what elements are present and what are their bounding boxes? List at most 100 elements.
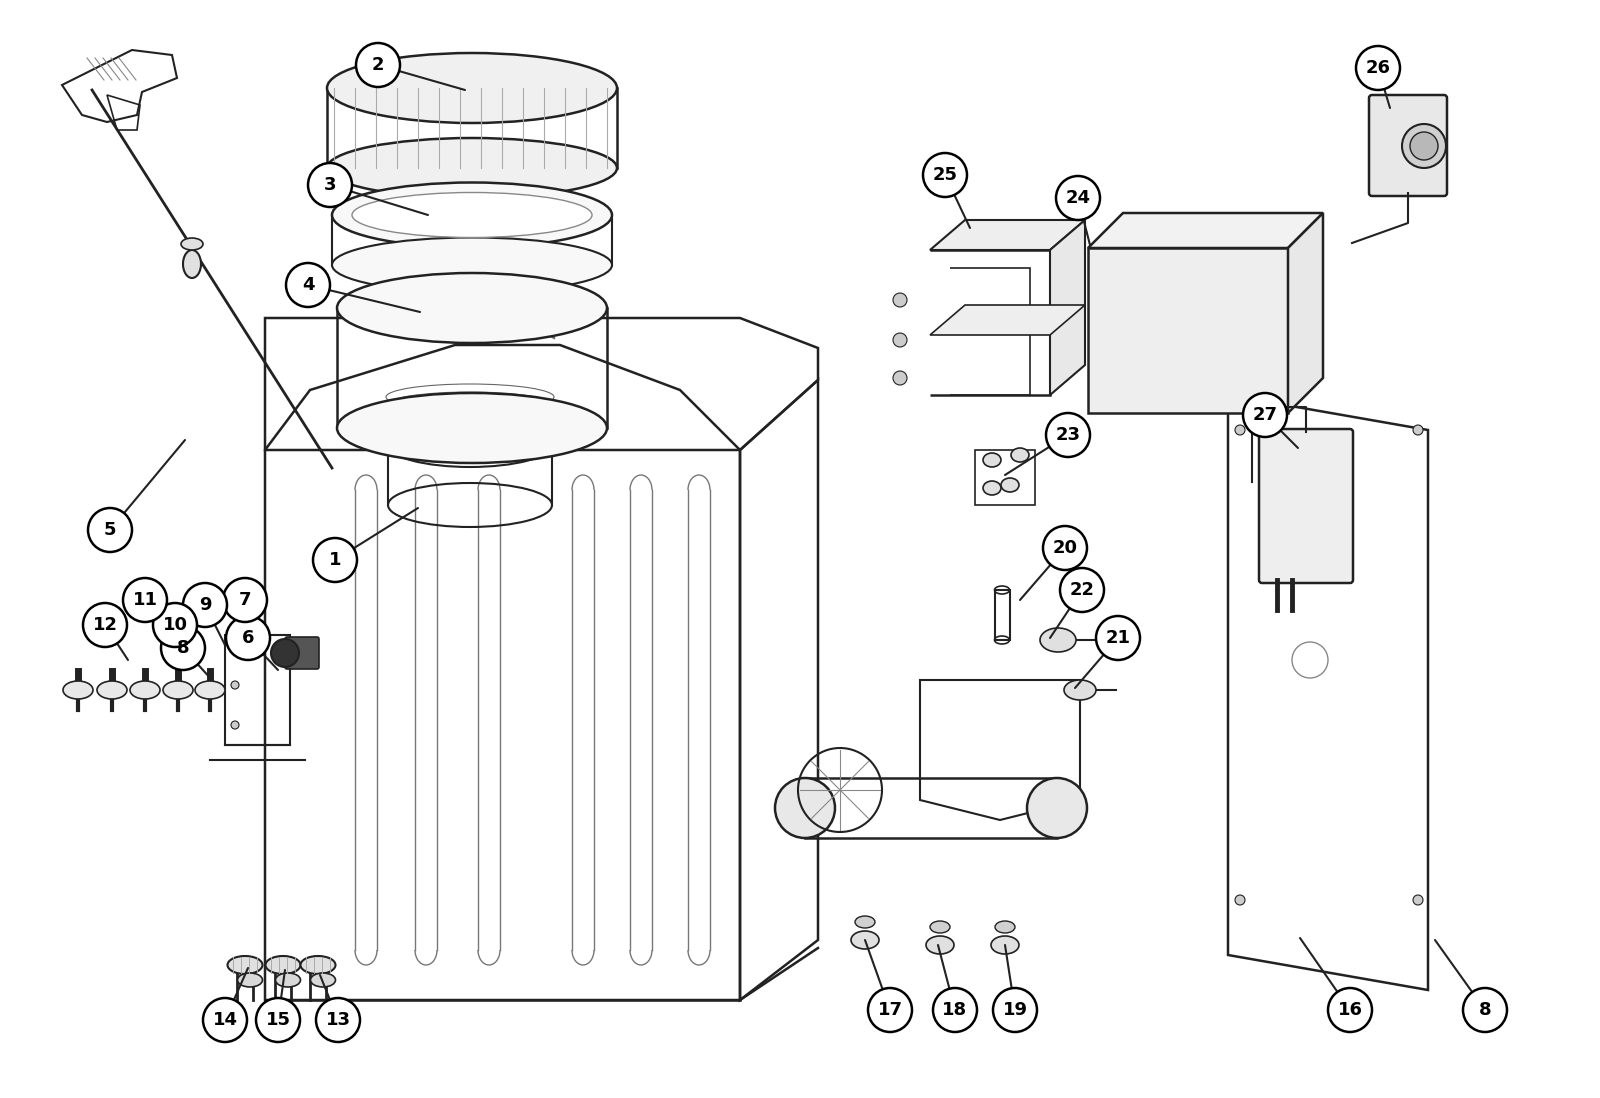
Ellipse shape xyxy=(182,250,202,278)
Ellipse shape xyxy=(990,935,1019,954)
Text: 5: 5 xyxy=(104,520,117,539)
Circle shape xyxy=(1413,425,1422,435)
Circle shape xyxy=(317,998,360,1042)
Ellipse shape xyxy=(774,778,835,838)
Ellipse shape xyxy=(851,931,878,949)
Ellipse shape xyxy=(926,935,954,954)
Circle shape xyxy=(1243,393,1286,437)
Text: 6: 6 xyxy=(242,629,254,647)
Circle shape xyxy=(1046,413,1090,457)
Ellipse shape xyxy=(982,453,1002,467)
Ellipse shape xyxy=(195,681,226,699)
Circle shape xyxy=(314,538,357,582)
Circle shape xyxy=(123,578,166,621)
Circle shape xyxy=(307,163,352,208)
Text: 27: 27 xyxy=(1253,406,1277,424)
Circle shape xyxy=(893,333,907,347)
Text: 11: 11 xyxy=(133,591,157,609)
Circle shape xyxy=(230,721,238,729)
Text: 18: 18 xyxy=(942,1001,968,1019)
Circle shape xyxy=(1235,895,1245,905)
Ellipse shape xyxy=(310,973,336,987)
Circle shape xyxy=(994,988,1037,1032)
Ellipse shape xyxy=(333,237,611,292)
Polygon shape xyxy=(1288,213,1323,413)
Text: 9: 9 xyxy=(198,596,211,614)
Circle shape xyxy=(286,264,330,307)
Ellipse shape xyxy=(854,916,875,928)
Circle shape xyxy=(1043,526,1086,570)
Circle shape xyxy=(1402,124,1446,168)
Text: 8: 8 xyxy=(1478,1001,1491,1019)
Circle shape xyxy=(203,998,246,1042)
Circle shape xyxy=(182,583,227,627)
Circle shape xyxy=(1462,988,1507,1032)
Ellipse shape xyxy=(1002,478,1019,492)
Ellipse shape xyxy=(181,238,203,250)
Text: 17: 17 xyxy=(877,1001,902,1019)
Text: 19: 19 xyxy=(1003,1001,1027,1019)
Text: 26: 26 xyxy=(1365,59,1390,77)
Circle shape xyxy=(893,371,907,385)
Circle shape xyxy=(933,988,978,1032)
Ellipse shape xyxy=(1064,680,1096,701)
Ellipse shape xyxy=(275,973,301,987)
Ellipse shape xyxy=(270,639,299,666)
Text: 4: 4 xyxy=(302,276,314,294)
Text: 21: 21 xyxy=(1106,629,1131,647)
Text: 7: 7 xyxy=(238,591,251,609)
Text: 20: 20 xyxy=(1053,539,1077,557)
Text: 12: 12 xyxy=(93,616,117,634)
Circle shape xyxy=(154,603,197,647)
Circle shape xyxy=(355,43,400,87)
Circle shape xyxy=(88,508,131,552)
Ellipse shape xyxy=(338,273,606,343)
FancyBboxPatch shape xyxy=(1370,96,1446,197)
Ellipse shape xyxy=(237,973,262,987)
Ellipse shape xyxy=(326,138,618,198)
Ellipse shape xyxy=(98,681,126,699)
Ellipse shape xyxy=(62,681,93,699)
Polygon shape xyxy=(930,220,1085,250)
Ellipse shape xyxy=(130,681,160,699)
Circle shape xyxy=(83,603,126,647)
Circle shape xyxy=(1056,176,1101,220)
Ellipse shape xyxy=(338,393,606,463)
Text: 14: 14 xyxy=(213,1011,237,1029)
Ellipse shape xyxy=(1027,778,1086,838)
Polygon shape xyxy=(930,305,1085,335)
Text: 15: 15 xyxy=(266,1011,291,1029)
Ellipse shape xyxy=(995,921,1014,933)
Circle shape xyxy=(867,988,912,1032)
Polygon shape xyxy=(1088,213,1323,248)
Circle shape xyxy=(1413,895,1422,905)
Ellipse shape xyxy=(1040,628,1075,652)
Ellipse shape xyxy=(227,956,262,974)
Ellipse shape xyxy=(333,182,611,247)
Ellipse shape xyxy=(163,681,194,699)
Circle shape xyxy=(1328,988,1373,1032)
Text: 25: 25 xyxy=(933,166,957,184)
Circle shape xyxy=(222,578,267,621)
Polygon shape xyxy=(1088,248,1288,413)
Text: 1: 1 xyxy=(328,551,341,569)
Text: 16: 16 xyxy=(1338,1001,1363,1019)
FancyBboxPatch shape xyxy=(1259,429,1354,583)
Ellipse shape xyxy=(1011,448,1029,462)
Circle shape xyxy=(1235,425,1245,435)
Ellipse shape xyxy=(266,956,301,974)
Circle shape xyxy=(1357,46,1400,90)
Text: 23: 23 xyxy=(1056,426,1080,444)
Circle shape xyxy=(230,681,238,690)
Text: 3: 3 xyxy=(323,176,336,194)
Circle shape xyxy=(226,616,270,660)
FancyBboxPatch shape xyxy=(285,637,318,669)
Ellipse shape xyxy=(352,192,592,237)
Ellipse shape xyxy=(301,956,336,974)
Circle shape xyxy=(1059,568,1104,612)
Text: 2: 2 xyxy=(371,56,384,74)
Text: 13: 13 xyxy=(325,1011,350,1029)
Text: 22: 22 xyxy=(1069,581,1094,600)
Circle shape xyxy=(162,626,205,670)
Ellipse shape xyxy=(930,921,950,933)
